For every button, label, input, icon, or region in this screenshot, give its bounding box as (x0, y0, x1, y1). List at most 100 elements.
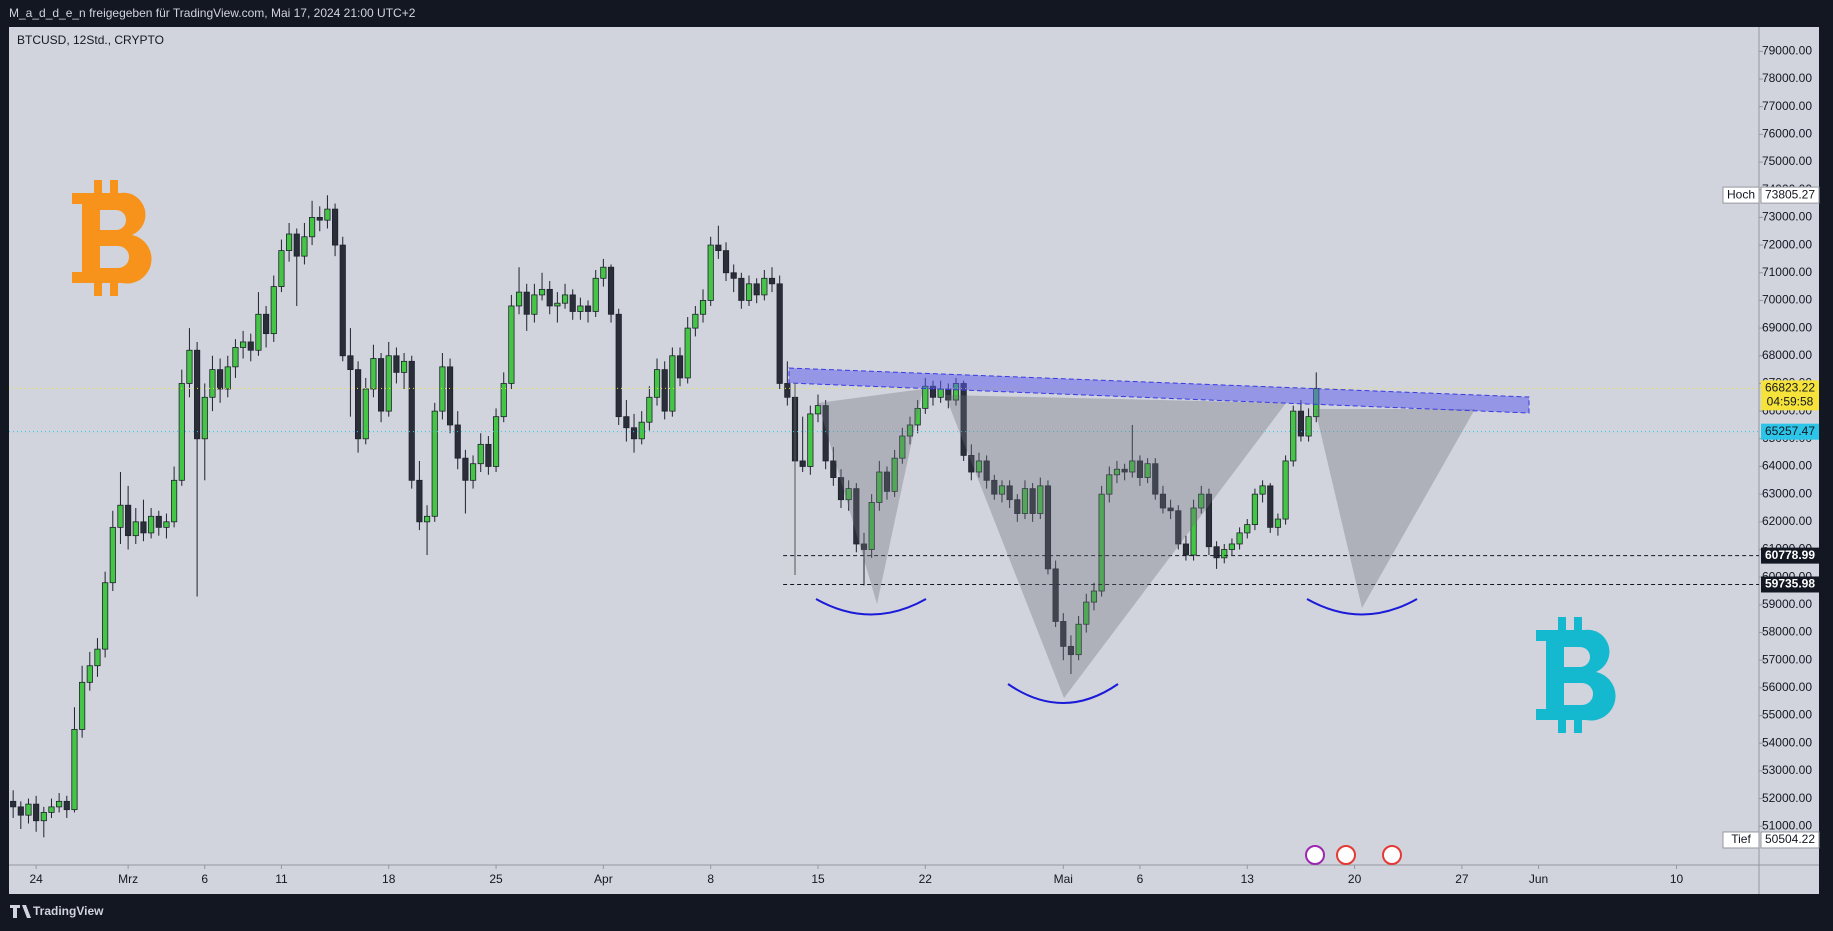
candle-body (531, 294, 538, 315)
candle-body (1136, 460, 1144, 478)
candle-body (354, 369, 362, 440)
x-tick-label: 6 (1137, 872, 1144, 886)
candle-body (477, 443, 484, 465)
candle-body (738, 277, 745, 301)
candle-body (56, 800, 63, 808)
candle-body (40, 812, 47, 822)
price-label: 66823.22 (1765, 381, 1815, 395)
candle-body (699, 300, 707, 315)
candle-body (1259, 485, 1266, 495)
candle-body (753, 283, 760, 296)
candle-body (1014, 499, 1021, 514)
y-tick-label: 51000.00 (1762, 818, 1812, 832)
y-tick-label: 54000.00 (1762, 735, 1812, 749)
candle-body (600, 266, 607, 279)
x-tick-label: 27 (1455, 872, 1469, 886)
candle-body (423, 515, 431, 523)
brand-name[interactable]: TradingView (33, 904, 104, 918)
candle-body (301, 236, 308, 257)
price-label: 60778.99 (1765, 548, 1815, 562)
y-tick-label: 78000.00 (1762, 71, 1812, 85)
y-tick-label: 57000.00 (1762, 652, 1812, 666)
neckline-channel[interactable] (788, 367, 1530, 414)
candle-body (217, 369, 224, 390)
y-tick-label: 56000.00 (1762, 680, 1812, 694)
price-label-name-box (1722, 831, 1760, 849)
candle-body (309, 217, 316, 238)
event-icon[interactable] (1336, 845, 1356, 865)
plot (9, 195, 1759, 838)
candle-body (922, 385, 929, 409)
x-tick-label: 24 (29, 872, 43, 886)
candle-body (1221, 549, 1228, 559)
x-tick-label: 18 (382, 872, 396, 886)
candle-body (761, 277, 768, 296)
candle-body (722, 250, 730, 274)
symbol-label[interactable]: BTCUSD, 12Std., CRYPTO (17, 33, 164, 47)
right-shoulder-arc[interactable] (1306, 598, 1418, 616)
head-triangle (945, 395, 1286, 698)
price-label: 65257.47 (1765, 424, 1815, 438)
x-tick-label: 11 (275, 872, 288, 886)
x-tick-label: 10 (1670, 872, 1684, 886)
candle-body (1075, 623, 1082, 656)
y-tick-label: 68000.00 (1762, 348, 1812, 362)
candle-body (400, 360, 408, 373)
candle-body (469, 463, 477, 481)
candle-body (140, 521, 147, 534)
bitcoin-logo-cyan (1536, 617, 1616, 733)
candle-body (25, 803, 32, 816)
y-tick-label: 53000.00 (1762, 763, 1812, 777)
y-tick-label: 79000.00 (1762, 44, 1812, 58)
x-tick-label: Apr (594, 872, 613, 886)
head-arc[interactable] (1007, 683, 1119, 704)
candle-body (17, 806, 24, 816)
candle-body (1175, 510, 1182, 545)
y-tick-label: 71000.00 (1762, 265, 1812, 279)
event-icons (1305, 845, 1402, 865)
candle-body (79, 681, 86, 730)
candle-body (899, 435, 906, 459)
event-icon[interactable] (1305, 845, 1325, 865)
candle-body (661, 369, 668, 412)
price-label-name-box (1722, 186, 1760, 204)
x-tick-label: 13 (1241, 872, 1255, 886)
candle-body (286, 233, 293, 252)
candle-body (155, 515, 162, 528)
bitcoin-logo-orange (72, 180, 152, 296)
candle-body (991, 479, 998, 495)
candle-body (94, 648, 101, 667)
candle-body (1190, 507, 1197, 556)
x-tick-label: 20 (1348, 872, 1362, 886)
candle-body (968, 455, 975, 473)
y-tick-label: 76000.00 (1762, 127, 1812, 141)
candle-body (1090, 590, 1098, 603)
candle-body (263, 313, 270, 335)
candle-body (240, 341, 247, 348)
candle-body (615, 313, 622, 418)
candle-body (1006, 485, 1013, 501)
left-shoulder-arc[interactable] (815, 598, 927, 616)
candle-body (853, 488, 860, 545)
candle-body (1067, 645, 1075, 656)
candle-body (998, 485, 1006, 495)
candle-body (983, 460, 990, 481)
x-tick-label: 25 (489, 872, 503, 886)
candle-body (784, 383, 791, 398)
brand-logo (10, 905, 31, 918)
event-icon[interactable] (1382, 845, 1402, 865)
candle-body (807, 413, 814, 467)
candle-body (1152, 463, 1159, 495)
y-tick-label: 69000.00 (1762, 320, 1812, 334)
candle-body (270, 286, 277, 335)
candle-body (1282, 460, 1289, 520)
candle-body (324, 208, 331, 221)
candle-body (293, 233, 300, 257)
candle-body (1167, 507, 1174, 512)
candle-body (1267, 485, 1274, 528)
candle-body (745, 283, 753, 301)
y-tick-label: 59000.00 (1762, 597, 1812, 611)
price-label-box (1760, 186, 1820, 204)
chart-pane (9, 27, 1819, 894)
price-label-box (1761, 547, 1819, 564)
